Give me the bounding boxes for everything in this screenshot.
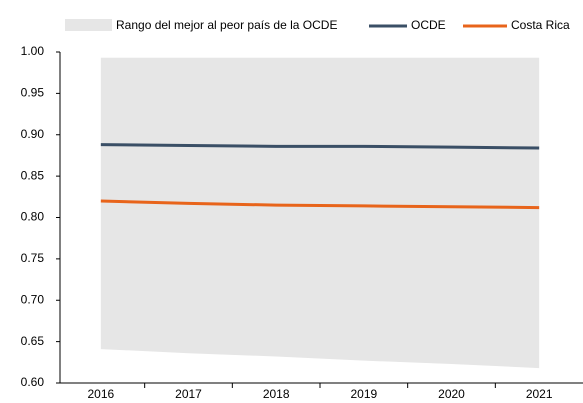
x-tick-label: 2019 (350, 387, 377, 401)
y-tick-label: 0.85 (21, 168, 45, 182)
y-tick-label: 0.60 (21, 375, 45, 389)
x-tick-label: 2018 (263, 387, 290, 401)
x-tick-label: 2016 (87, 387, 114, 401)
legend-label: OCDE (411, 18, 446, 32)
y-tick-label: 0.70 (21, 292, 45, 306)
line (100, 143, 540, 150)
x-tick-label: 2017 (175, 387, 202, 401)
y-tick-label: 0.80 (21, 210, 45, 224)
range-area (100, 57, 540, 369)
legend-label: Rango del mejor al peor país de la OCDE (116, 18, 337, 32)
y-tick-label: 0.75 (21, 251, 45, 265)
line (100, 199, 540, 210)
legend-swatch (65, 19, 112, 31)
y-tick-label: 1.00 (21, 44, 45, 58)
y-tick-label: 0.90 (21, 127, 45, 141)
x-tick-label: 2020 (438, 387, 465, 401)
y-tick-label: 0.95 (21, 86, 45, 100)
legend-label: Costa Rica (511, 18, 570, 32)
x-tick-label: 2021 (526, 387, 553, 401)
y-tick-label: 0.65 (21, 334, 45, 348)
